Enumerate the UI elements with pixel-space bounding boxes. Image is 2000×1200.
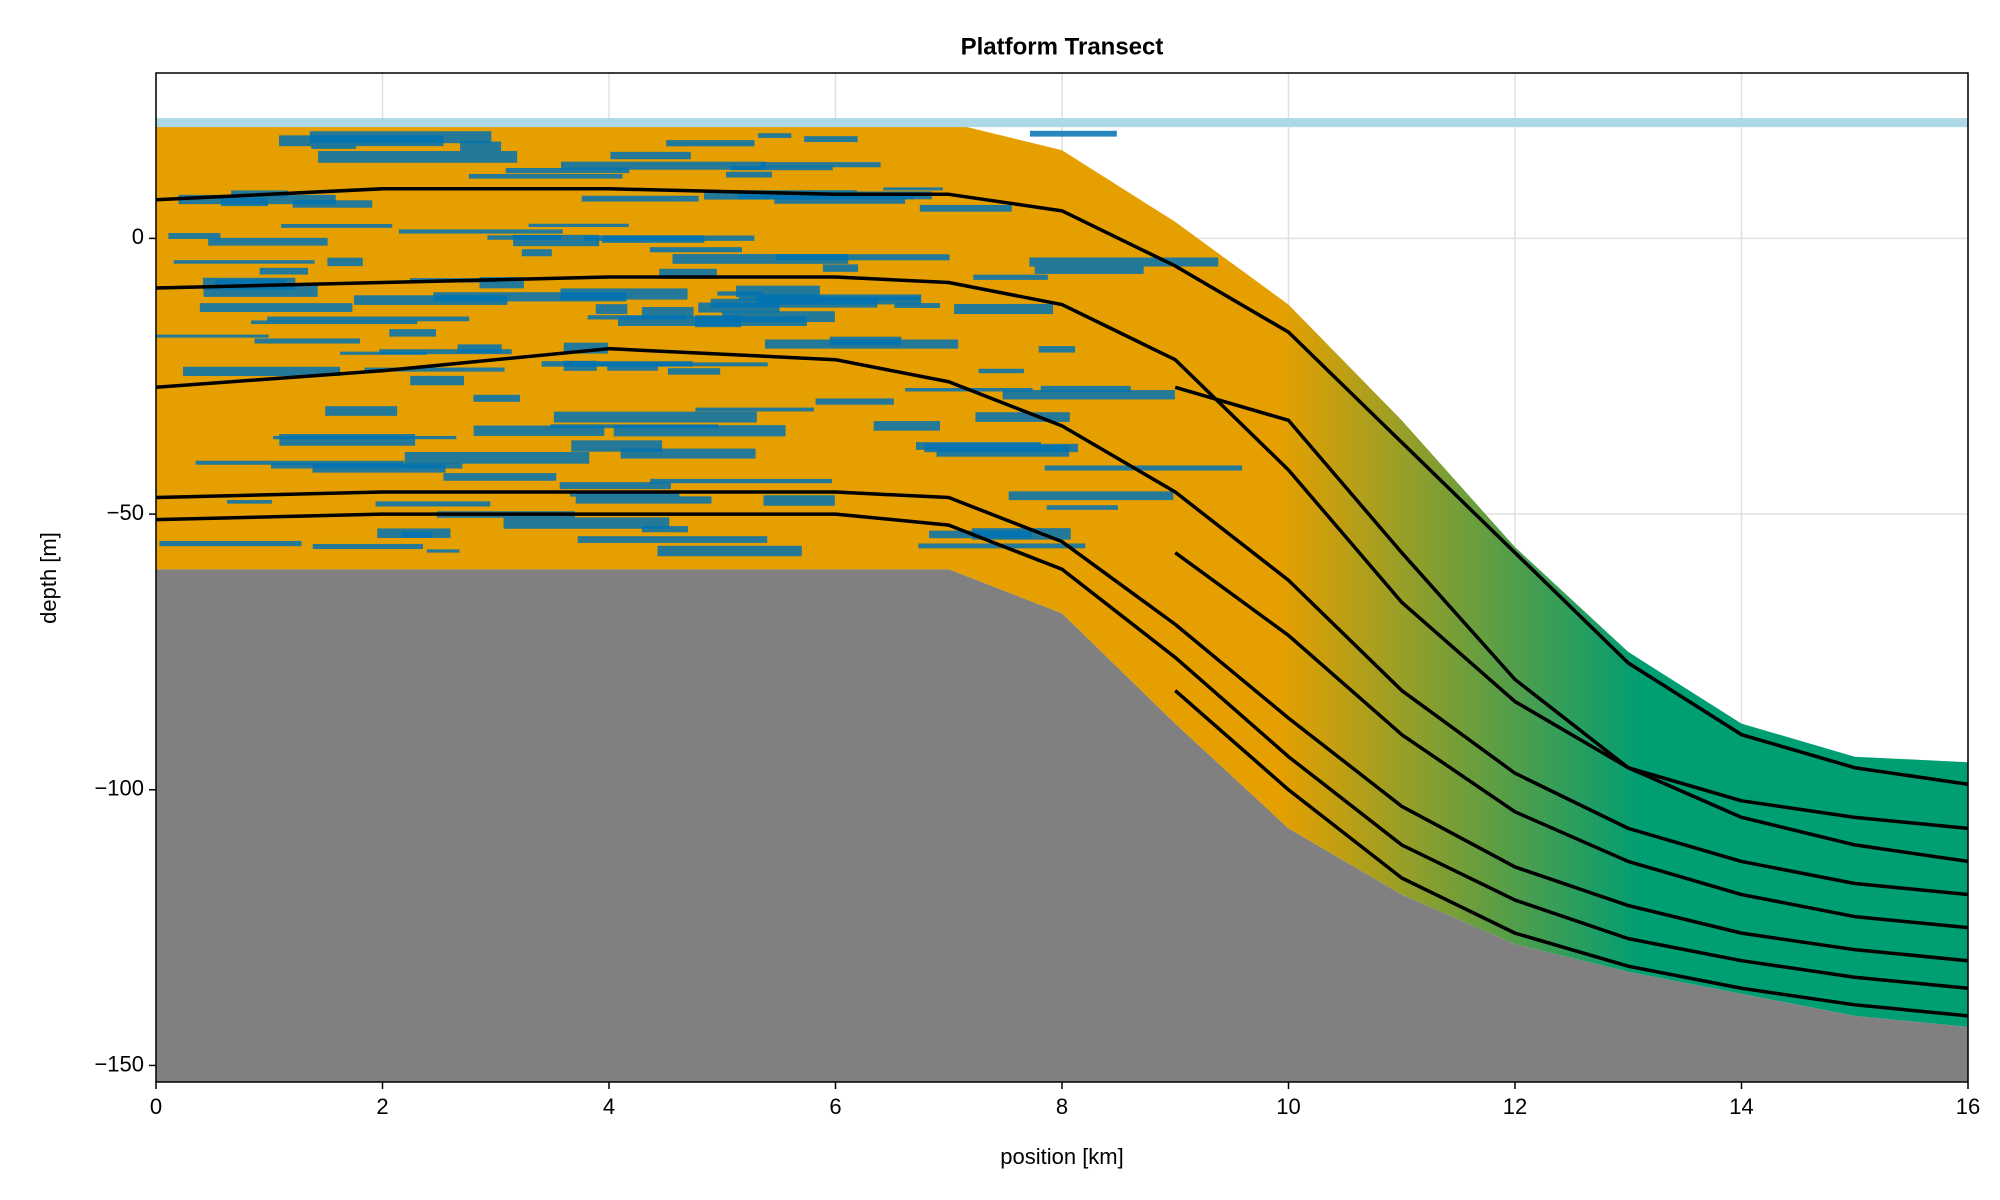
horizon-line — [156, 275, 1968, 831]
horizon-line — [156, 187, 1968, 786]
horizon-line — [156, 512, 1968, 991]
horizon-line — [1174, 385, 1968, 864]
horizon-line — [156, 346, 1968, 897]
y-tick-label: −150 — [94, 1051, 144, 1076]
horizon-line — [156, 490, 1968, 963]
y-tick-label: 0 — [132, 224, 144, 249]
y-tick-label: −100 — [94, 776, 144, 801]
x-tick-label: 6 — [829, 1094, 841, 1119]
chart-title: Platform Transect — [961, 33, 1164, 60]
x-axis-label: position [km] — [1000, 1144, 1124, 1169]
x-tick-label: 10 — [1276, 1094, 1300, 1119]
x-tick-label: 0 — [150, 1094, 162, 1119]
axes: 0 2 4 6 8 10 12 14 16 −150 −100 −50 0 — [94, 224, 1980, 1119]
y-tick-label: −50 — [107, 500, 144, 525]
x-tick-label: 8 — [1056, 1094, 1068, 1119]
x-tick-label: 2 — [376, 1094, 388, 1119]
horizon-line — [1174, 551, 1968, 930]
plot-area — [156, 118, 1968, 1082]
facies-streaks — [156, 130, 1243, 557]
x-tick-label: 14 — [1729, 1094, 1753, 1119]
x-tick-label: 16 — [1956, 1094, 1980, 1119]
basement — [156, 569, 1968, 1082]
horizon-line — [1174, 689, 1968, 1018]
x-tick-label: 12 — [1503, 1094, 1527, 1119]
y-axis-label: depth [m] — [36, 532, 61, 624]
x-tick-label: 4 — [603, 1094, 615, 1119]
